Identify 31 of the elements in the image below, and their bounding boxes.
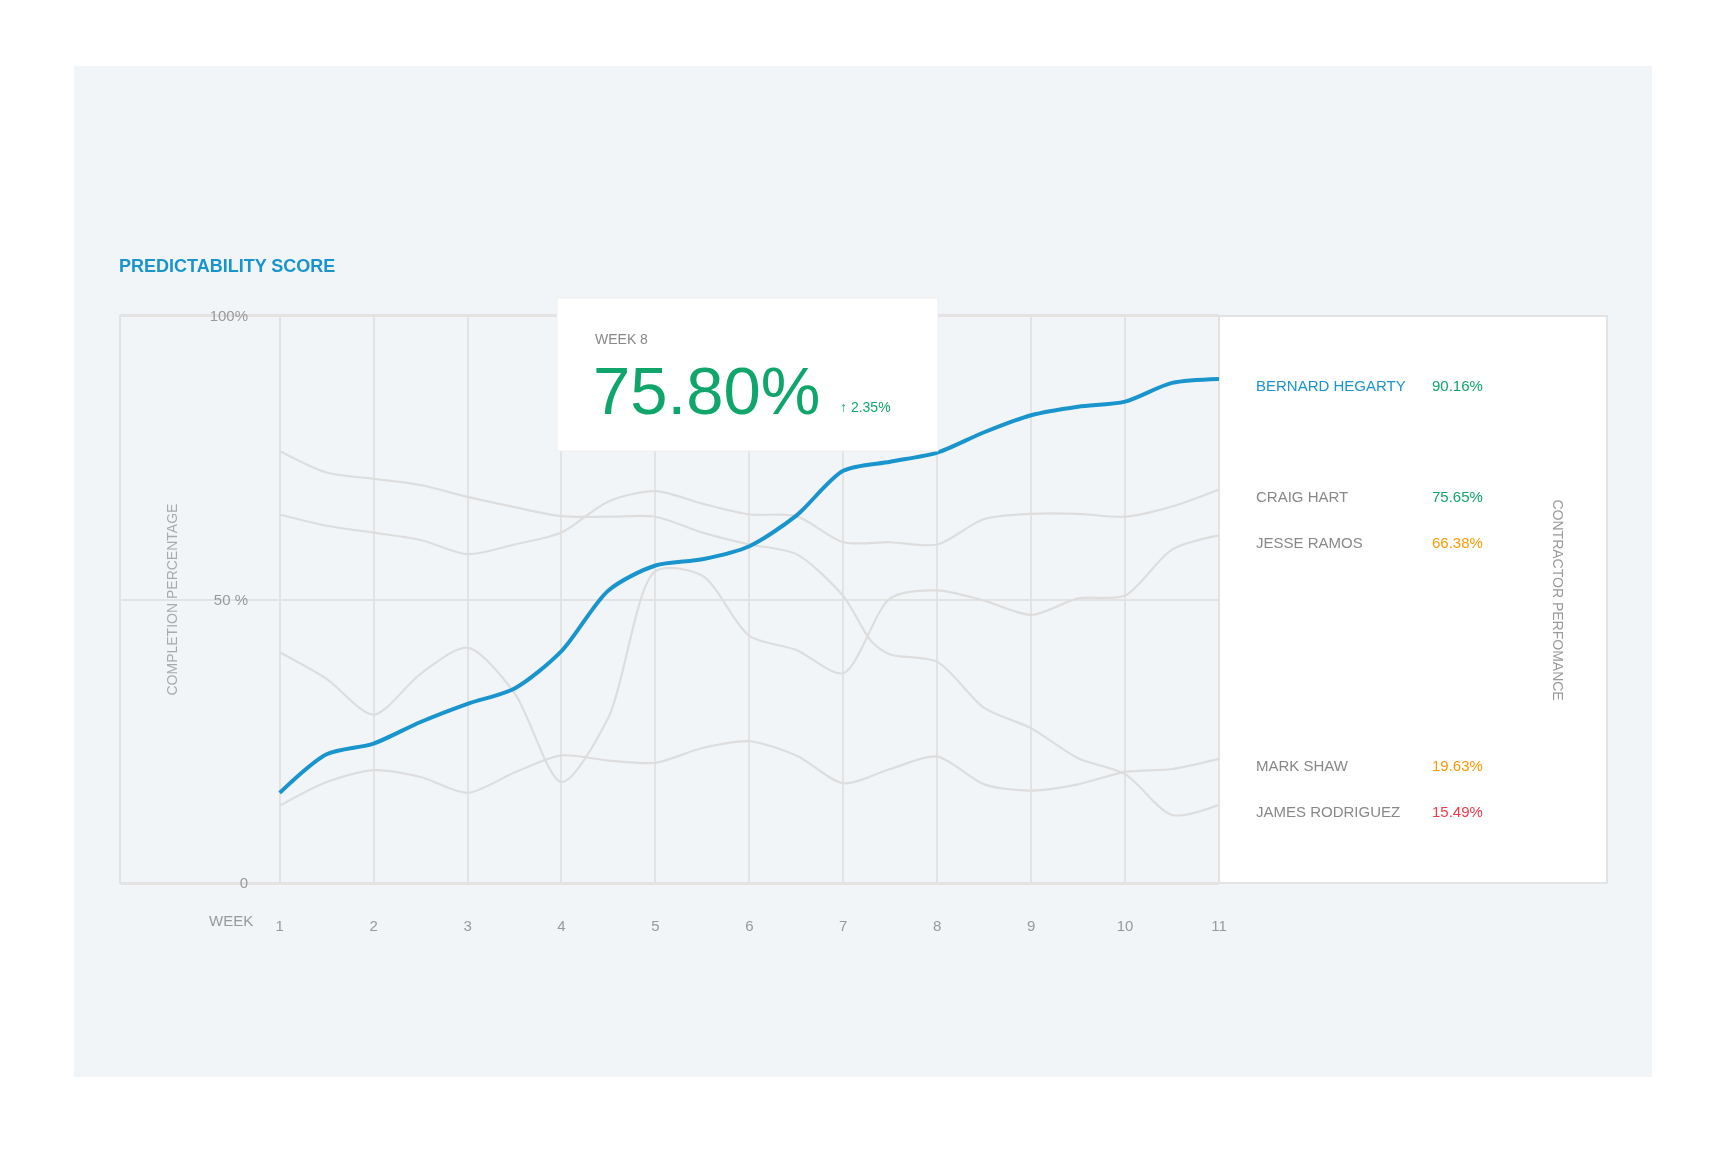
text: CRAIG HART bbox=[1256, 488, 1349, 505]
y-tick-label: 0 bbox=[239, 874, 248, 892]
chart-title: PREDICTABILITY SCORE bbox=[119, 256, 336, 276]
annotation: ↑ 2.35% bbox=[840, 399, 891, 415]
x-tick-label: 8 bbox=[933, 917, 942, 934]
annotation: WEEK 8 bbox=[595, 331, 649, 347]
x-tick-label: 1 bbox=[275, 917, 284, 934]
text: 66.38% bbox=[1432, 534, 1483, 551]
text: MARK SHAW bbox=[1256, 757, 1349, 774]
x-tick-label: 2 bbox=[369, 917, 378, 934]
x-tick-label: 6 bbox=[745, 917, 754, 934]
text: 75.65% bbox=[1432, 488, 1483, 505]
y-tick-label: 100% bbox=[209, 307, 248, 325]
x-tick-label: 7 bbox=[839, 917, 848, 934]
annotation: 75.80% bbox=[593, 353, 821, 428]
x-tick-label: 11 bbox=[1211, 917, 1227, 934]
x-tick-label: 4 bbox=[557, 917, 566, 934]
y-tick-label: 50 % bbox=[213, 590, 248, 608]
x-tick-label: 3 bbox=[463, 917, 472, 934]
text: JESSE RAMOS bbox=[1256, 534, 1363, 551]
x-tick-label: 9 bbox=[1026, 917, 1036, 934]
x-axis-title: WEEK bbox=[209, 912, 254, 929]
text: 90.16% bbox=[1432, 377, 1483, 394]
y-axis-title: COMPLETION PERCENTAGE bbox=[163, 503, 180, 696]
text: CONTRACTOR PERFOMANCE bbox=[1549, 499, 1566, 701]
text: JAMES RODRIGUEZ bbox=[1256, 803, 1401, 820]
text: BERNARD HEGARTY bbox=[1256, 377, 1406, 394]
text: 15.49% bbox=[1432, 803, 1483, 820]
x-tick-label: 10 bbox=[1116, 917, 1134, 934]
text: 19.63% bbox=[1432, 757, 1483, 774]
x-tick-label: 5 bbox=[651, 917, 660, 934]
